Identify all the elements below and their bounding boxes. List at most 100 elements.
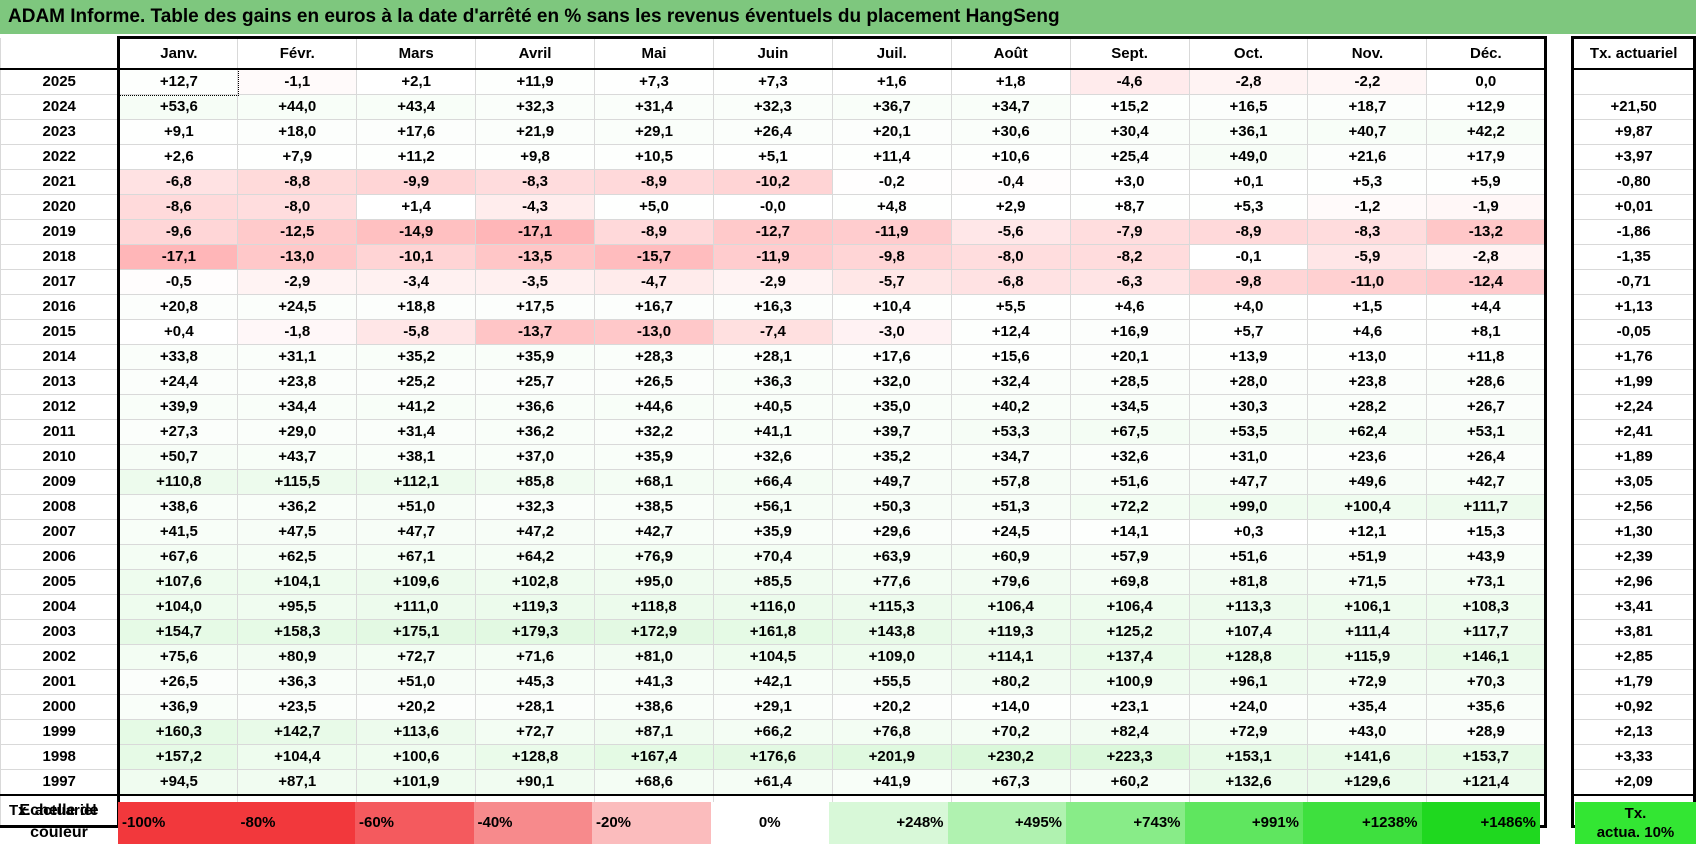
actuarial-value-cell: +1,13 [1571, 294, 1696, 320]
table-row: 1997 +94,5 +87,1 +101,9 +90,1 +68,6 +61,4 +41,9… [0, 769, 1696, 796]
month-value-cell: +101,9 [356, 769, 477, 796]
month-value-cell: +17,6 [831, 344, 952, 370]
year-label: 2014 [0, 344, 120, 370]
month-value-cell: +1,8 [950, 68, 1071, 95]
month-value-cell: +223,3 [1069, 744, 1190, 770]
actuarial-value-cell: +1,99 [1571, 369, 1696, 395]
actuarial-value-cell: +1,30 [1571, 519, 1696, 545]
row-gap [1545, 669, 1573, 695]
month-value-cell: +23,6 [1307, 444, 1428, 470]
month-value-cell: +157,2 [117, 744, 239, 770]
month-value-cell: +0,4 [117, 319, 239, 345]
month-value-cell: -8,9 [594, 169, 714, 195]
month-value-cell: +32,6 [1069, 444, 1190, 470]
month-value-cell: +67,3 [950, 769, 1071, 796]
month-value-cell: +36,2 [475, 419, 596, 445]
month-value-cell: +51,6 [1069, 469, 1190, 495]
table-row: 2011 +27,3 +29,0 +31,4 +36,2 +32,2 +41,1 +39,7 +… [0, 419, 1696, 445]
month-value-cell: -10,2 [712, 169, 833, 195]
month-value-cell: +9,8 [475, 144, 596, 170]
row-gap [1545, 344, 1573, 370]
month-value-cell: +76,8 [831, 719, 952, 745]
row-gap [1545, 269, 1573, 295]
month-value-cell: +125,2 [1069, 619, 1190, 645]
month-value-cell: -8,8 [237, 169, 358, 195]
month-value-cell: +70,4 [712, 544, 833, 570]
actuarial-value-cell: -1,86 [1571, 219, 1696, 245]
month-value-cell: +16,5 [1188, 94, 1309, 120]
month-value-cell: -5,9 [1307, 244, 1428, 270]
month-value-cell: -7,4 [712, 319, 833, 345]
month-value-cell: +10,5 [594, 144, 714, 170]
month-value-cell: -1,9 [1426, 194, 1548, 220]
month-value-cell: +43,0 [1307, 719, 1428, 745]
month-value-cell: +53,6 [117, 94, 239, 120]
month-value-cell: +108,3 [1426, 594, 1548, 620]
actuarial-value-cell: -0,80 [1571, 169, 1696, 195]
month-value-cell: +176,6 [712, 744, 833, 770]
row-gap [1545, 219, 1573, 245]
month-value-cell: +23,5 [237, 694, 358, 720]
row-gap [1545, 744, 1573, 770]
table-row: 2012 +39,9 +34,4 +41,2 +36,6 +44,6 +40,5 +35,0 +… [0, 394, 1696, 420]
month-value-cell: -1,1 [237, 68, 358, 95]
month-value-cell: +51,6 [1188, 544, 1309, 570]
month-value-cell: +61,4 [712, 769, 833, 796]
actuarial-value-cell: +3,33 [1571, 744, 1696, 770]
month-value-cell: -12,7 [712, 219, 833, 245]
month-value-cell: +43,7 [237, 444, 358, 470]
year-label: 2001 [0, 669, 120, 695]
month-value-cell: +107,4 [1188, 619, 1309, 645]
actuarial-value-cell [1571, 68, 1696, 95]
month-value-cell: +24,5 [237, 294, 358, 320]
actuarial-value-cell: +1,76 [1571, 344, 1696, 370]
month-value-cell: +56,1 [712, 494, 833, 520]
month-value-cell: -5,8 [356, 319, 477, 345]
month-header-8: Août [950, 36, 1071, 70]
month-value-cell: +49,6 [1307, 469, 1428, 495]
year-label: 2016 [0, 294, 120, 320]
month-value-cell: +42,7 [594, 519, 714, 545]
month-value-cell: +4,6 [1307, 319, 1428, 345]
month-value-cell: +23,1 [1069, 694, 1190, 720]
month-value-cell: +15,6 [950, 344, 1071, 370]
month-value-cell: +31,0 [1188, 444, 1309, 470]
month-value-cell: +70,2 [950, 719, 1071, 745]
month-value-cell: +36,6 [475, 394, 596, 420]
month-value-cell: +17,5 [475, 294, 596, 320]
table-row: 2013 +24,4 +23,8 +25,2 +25,7 +26,5 +36,3 +32,0 +… [0, 369, 1696, 395]
table-row: 2019 -9,6 -12,5 -14,9 -17,1 -8,9 -12,7 -11,9 -5,… [0, 219, 1696, 245]
month-value-cell: +94,5 [117, 769, 239, 796]
month-value-cell: +160,3 [117, 719, 239, 745]
row-gap [1545, 369, 1573, 395]
month-value-cell: +5,7 [1188, 319, 1309, 345]
month-value-cell: +68,1 [594, 469, 714, 495]
month-value-cell: +80,2 [950, 669, 1071, 695]
month-value-cell: -12,4 [1426, 269, 1548, 295]
month-value-cell: +102,8 [475, 569, 596, 595]
table-row: 1999 +160,3 +142,7 +113,6 +72,7 +87,1 +66,2 +76… [0, 719, 1696, 745]
actuarial-value-cell: +3,81 [1571, 619, 1696, 645]
row-gap [1545, 644, 1573, 670]
month-value-cell: +118,8 [594, 594, 714, 620]
month-value-cell: +100,6 [356, 744, 477, 770]
year-label: 2015 [0, 319, 120, 345]
month-value-cell: +116,0 [712, 594, 833, 620]
month-value-cell: +18,8 [356, 294, 477, 320]
month-value-cell: +117,7 [1426, 619, 1548, 645]
month-value-cell: +30,6 [950, 119, 1071, 145]
month-value-cell: +82,4 [1069, 719, 1190, 745]
month-value-cell: +28,1 [475, 694, 596, 720]
month-value-cell: +13,0 [1307, 344, 1428, 370]
row-gap [1545, 244, 1573, 270]
table-row: 2001 +26,5 +36,3 +51,0 +45,3 +41,3 +42,1 +55,5 +… [0, 669, 1696, 695]
year-label: 2020 [0, 194, 120, 220]
month-value-cell: +32,3 [712, 94, 833, 120]
color-scale-label-line1: Echelle de [19, 802, 99, 819]
color-scale-swatch: +1486% [1421, 802, 1540, 844]
month-value-cell: +41,1 [712, 419, 833, 445]
month-value-cell: +29,1 [594, 119, 714, 145]
actuarial-value-cell: +3,41 [1571, 594, 1696, 620]
month-value-cell: -2,8 [1426, 244, 1548, 270]
month-value-cell: +40,7 [1307, 119, 1428, 145]
